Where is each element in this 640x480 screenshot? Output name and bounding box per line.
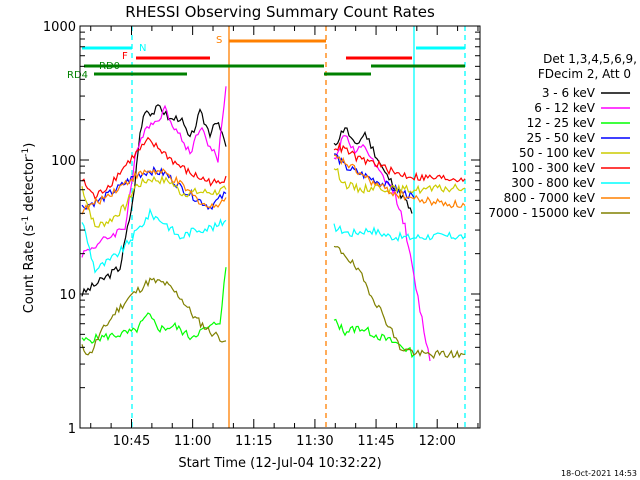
legend-label: 25 - 50 keV — [527, 131, 596, 145]
series-line — [81, 104, 227, 297]
series-line — [333, 318, 415, 359]
axes: 1 10 100 1000 10:45 11:00 11:15 11:30 11:45 12:00 — [43, 20, 481, 449]
x-tick-label: 11:30 — [296, 434, 333, 449]
flag-label-n: N — [139, 43, 146, 54]
x-tick-label: 11:15 — [235, 434, 272, 449]
legend-title-line1: Det 1,3,4,5,6,9, — [543, 52, 637, 66]
legend-label: 100 - 300 keV — [511, 161, 595, 175]
flag-label-rd4: RD4 — [67, 70, 88, 81]
y-tick-label: 100 — [51, 154, 76, 169]
y-tick-label: 1 — [68, 422, 76, 437]
y-tick-label: 1000 — [43, 20, 76, 35]
series-line — [333, 141, 466, 183]
x-tick-label: 12:00 — [418, 434, 455, 449]
series-line — [333, 223, 466, 243]
legend-title-line2: FDecim 2, Att 0 — [538, 67, 631, 81]
series-line — [81, 207, 227, 274]
y-tick-label: 10 — [59, 288, 76, 303]
series-line — [333, 135, 431, 362]
series-line — [81, 174, 227, 228]
series-line — [333, 245, 465, 360]
series-line — [81, 86, 227, 258]
x-tick-label: 10:45 — [113, 434, 150, 449]
series-line — [81, 136, 227, 200]
series-line — [81, 168, 227, 215]
legend-label: 300 - 800 keV — [511, 176, 595, 190]
y-axis-label: Count Rate (s-1 detector-1) — [21, 143, 37, 314]
series-line — [81, 277, 227, 356]
legend-label: 7000 - 15000 keV — [488, 206, 595, 220]
x-axis-label: Start Time (12-Jul-04 10:32:22) — [178, 456, 381, 471]
series-line — [333, 127, 413, 214]
flag-label-s: S — [216, 35, 222, 46]
x-tick-label: 11:00 — [174, 434, 211, 449]
legend-label: 12 - 25 keV — [527, 116, 596, 130]
series-line — [81, 165, 227, 211]
legend-label: 800 - 7000 keV — [504, 191, 596, 205]
series-line — [81, 267, 227, 344]
plot-frame — [79, 25, 481, 429]
footer-timestamp: 18-Oct-2021 14:53 — [561, 469, 637, 478]
legend-label: 50 - 100 keV — [519, 146, 596, 160]
flag-label-rd0: RD0 — [99, 61, 120, 72]
x-tick-label: 11:45 — [357, 434, 394, 449]
series-line — [334, 154, 466, 209]
chart-title: RHESSI Observing Summary Count Rates — [125, 3, 435, 21]
legend-label: 3 - 6 keV — [542, 86, 596, 100]
legend-label: 6 - 12 keV — [534, 101, 596, 115]
flag-label-f: F — [122, 51, 128, 62]
series-line — [333, 167, 466, 196]
